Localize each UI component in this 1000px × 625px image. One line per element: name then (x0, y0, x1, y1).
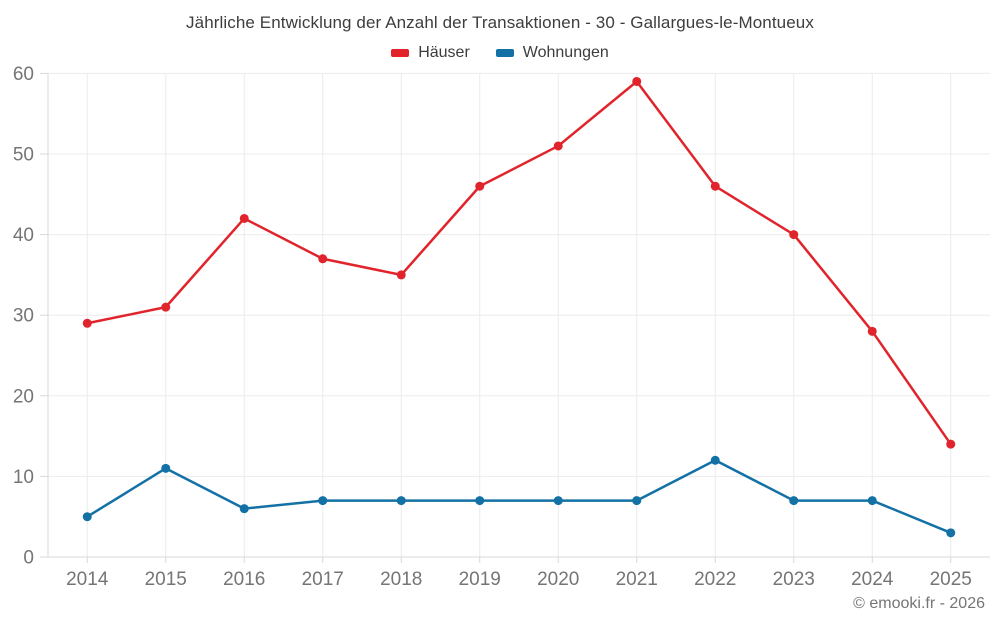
legend-label-hauser: Häuser (418, 44, 470, 61)
x-tick-label: 2015 (145, 569, 187, 590)
legend-swatch-wohnungen-icon (495, 49, 514, 57)
x-tick-label: 2020 (537, 569, 579, 590)
legend-item-wohnungen[interactable]: Wohnungen (495, 44, 609, 62)
data-point-wohnungen-2020 (553, 496, 563, 506)
data-point-häuser-2018 (396, 270, 406, 280)
data-point-wohnungen-2025 (946, 528, 956, 538)
data-point-häuser-2019 (475, 181, 485, 191)
legend-item-hauser[interactable]: Häuser (391, 44, 470, 62)
data-point-häuser-2020 (553, 141, 563, 151)
y-tick-label: 40 (13, 225, 34, 246)
data-point-wohnungen-2024 (867, 496, 877, 506)
data-point-wohnungen-2017 (318, 496, 328, 506)
x-tick-label: 2017 (302, 569, 344, 590)
x-tick-label: 2022 (694, 569, 736, 590)
data-point-häuser-2025 (946, 439, 956, 449)
data-point-häuser-2015 (161, 302, 171, 312)
x-tick-label: 2023 (773, 569, 815, 590)
data-point-wohnungen-2014 (82, 512, 92, 522)
y-tick-label: 20 (13, 386, 34, 407)
data-point-häuser-2017 (318, 254, 328, 264)
y-tick-label: 50 (13, 145, 34, 166)
data-point-wohnungen-2016 (239, 504, 249, 514)
data-point-häuser-2023 (789, 230, 799, 240)
x-tick-label: 2016 (223, 569, 265, 590)
legend-swatch-hauser-icon (391, 49, 410, 57)
data-point-wohnungen-2015 (161, 463, 171, 473)
data-point-häuser-2021 (632, 76, 642, 86)
y-tick-label: 60 (13, 64, 34, 85)
data-point-wohnungen-2018 (396, 496, 406, 506)
data-point-wohnungen-2022 (710, 455, 720, 465)
x-tick-label: 2019 (459, 569, 501, 590)
data-point-häuser-2016 (239, 213, 249, 223)
data-point-häuser-2024 (867, 326, 877, 336)
data-point-wohnungen-2023 (789, 496, 799, 506)
data-point-wohnungen-2021 (632, 496, 642, 506)
data-point-häuser-2022 (710, 181, 720, 191)
legend-label-wohnungen: Wohnungen (522, 44, 609, 61)
x-tick-label: 2021 (616, 569, 658, 590)
y-tick-label: 10 (13, 467, 34, 488)
series-line-häuser (86, 80, 952, 446)
y-tick-label: 0 (23, 548, 34, 569)
y-tick-label: 30 (13, 306, 34, 327)
data-point-wohnungen-2019 (475, 496, 485, 506)
x-tick-label: 2018 (380, 569, 422, 590)
watermark-credit: © emooki.fr - 2026 (853, 595, 985, 612)
x-tick-label: 2025 (930, 569, 972, 590)
series-line-wohnungen (86, 459, 952, 535)
chart-legend: Häuser Wohnungen (0, 44, 1000, 62)
x-tick-label: 2024 (851, 569, 894, 590)
chart-title: Jährliche Entwicklung der Anzahl der Tra… (186, 13, 814, 32)
x-tick-label: 2014 (66, 569, 109, 590)
data-point-häuser-2014 (82, 318, 92, 328)
